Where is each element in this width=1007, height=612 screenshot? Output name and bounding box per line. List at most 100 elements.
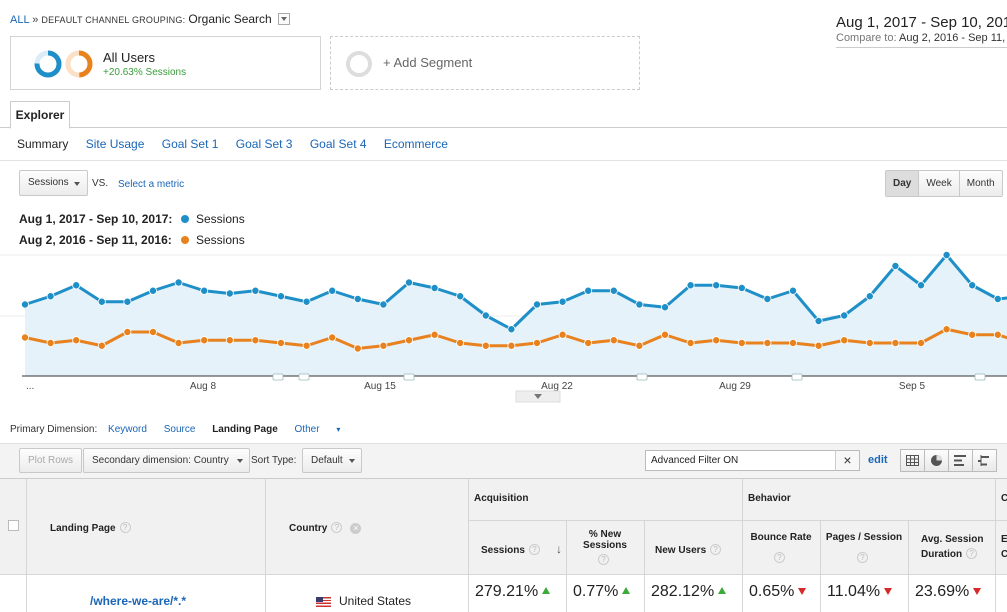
help-icon[interactable]: ? bbox=[528, 544, 540, 555]
new-sessions-header[interactable]: % New Sessions ? bbox=[567, 521, 645, 575]
data-point-current bbox=[891, 261, 900, 270]
chevron-down-icon bbox=[534, 394, 542, 399]
subtab-ecommerce[interactable]: Ecommerce bbox=[383, 137, 448, 151]
subtab-goal-set-4[interactable]: Goal Set 4 bbox=[309, 137, 367, 151]
dimension-keyword-link[interactable]: Keyword bbox=[108, 424, 147, 435]
select-metric-link[interactable]: Select a metric bbox=[118, 179, 185, 190]
data-point-previous bbox=[686, 339, 695, 348]
help-icon[interactable]: ? bbox=[331, 522, 343, 533]
annotation-marker-icon bbox=[636, 373, 648, 381]
data-point-previous bbox=[353, 344, 362, 353]
landing-page-header[interactable]: Landing Page? bbox=[27, 479, 266, 575]
data-point-current bbox=[456, 292, 465, 301]
data-point-current bbox=[430, 284, 439, 293]
sort-type-dropdown[interactable]: Default bbox=[302, 448, 362, 473]
breadcrumb-dropdown-icon[interactable] bbox=[277, 13, 290, 25]
ecommerce-header[interactable]: E C bbox=[996, 521, 1007, 575]
dimension-other-dropdown[interactable]: Other ▾ bbox=[295, 424, 355, 435]
bounce-rate-value: 0.65% bbox=[749, 583, 807, 601]
x-tick-label: Aug 15 bbox=[364, 381, 396, 392]
sessions-header[interactable]: Sessions? ↓ bbox=[469, 521, 567, 575]
comparison-view-icon[interactable] bbox=[972, 449, 997, 472]
help-icon[interactable]: ? bbox=[119, 522, 131, 533]
avg-duration-header[interactable]: Avg. Session Duration? bbox=[909, 521, 996, 575]
data-point-previous bbox=[558, 330, 567, 339]
data-point-current bbox=[302, 297, 311, 306]
tab-explorer[interactable]: Explorer bbox=[10, 101, 70, 129]
breadcrumb-separator: » bbox=[32, 14, 39, 26]
data-point-current bbox=[584, 286, 593, 295]
data-point-previous bbox=[481, 341, 490, 350]
segment-change: +20.63% Sessions bbox=[103, 67, 187, 78]
avg-duration-header-label: Avg. Session Duration? bbox=[921, 534, 984, 560]
granularity-month-button[interactable]: Month bbox=[959, 171, 1002, 196]
breadcrumb-value: Organic Search bbox=[188, 12, 272, 26]
annotation-marker-icon bbox=[403, 373, 415, 381]
bounce-rate-header[interactable]: Bounce Rate ? bbox=[743, 521, 821, 575]
legend-row-current: Aug 1, 2017 - Sep 10, 2017: Sessions bbox=[19, 212, 245, 226]
sort-descending-icon[interactable]: ↓ bbox=[556, 542, 562, 556]
performance-view-icon[interactable] bbox=[948, 449, 973, 472]
subtab-site-usage[interactable]: Site Usage bbox=[85, 137, 145, 151]
plot-rows-button[interactable]: Plot Rows bbox=[19, 448, 83, 473]
sessions-value: 279.21% bbox=[475, 583, 551, 601]
secondary-dimension-label: Secondary dimension: Country bbox=[92, 455, 229, 466]
help-icon[interactable]: ? bbox=[966, 548, 978, 559]
select-all-header bbox=[0, 479, 27, 575]
sessions-header-label: Sessions? bbox=[481, 544, 540, 556]
data-point-current bbox=[251, 286, 260, 295]
data-point-current bbox=[558, 297, 567, 306]
segment-all-users[interactable]: All Users +20.63% Sessions bbox=[10, 36, 321, 90]
landing-page-link[interactable]: /where-we-are/*.* bbox=[90, 594, 187, 608]
data-point-previous bbox=[174, 339, 183, 348]
remove-dimension-icon[interactable]: × bbox=[350, 523, 362, 534]
data-point-current bbox=[840, 311, 849, 320]
data-point-previous bbox=[865, 339, 874, 348]
help-icon[interactable]: ? bbox=[774, 552, 785, 563]
data-point-previous bbox=[302, 341, 311, 350]
legend-row-previous: Aug 2, 2016 - Sep 11, 2016: Sessions bbox=[19, 233, 245, 247]
granularity-week-button[interactable]: Week bbox=[919, 171, 960, 196]
subtab-summary[interactable]: Summary bbox=[17, 137, 69, 151]
date-range-picker[interactable]: Aug 1, 2017 - Sep 10, 2017 bbox=[836, 14, 1007, 31]
subtab-goal-set-3[interactable]: Goal Set 3 bbox=[235, 137, 293, 151]
dimension-source-link[interactable]: Source bbox=[163, 424, 196, 435]
data-point-previous bbox=[379, 341, 388, 350]
data-point-current bbox=[46, 292, 55, 301]
new-sessions-value: 0.77% bbox=[573, 583, 631, 601]
new-users-header[interactable]: New Users? bbox=[645, 521, 743, 575]
advanced-filter-input[interactable]: Advanced Filter ON bbox=[645, 450, 860, 471]
pie-view-icon[interactable] bbox=[924, 449, 949, 472]
legend-dot-icon bbox=[181, 215, 189, 223]
breadcrumb-all-link[interactable]: ALL bbox=[10, 14, 30, 26]
sessions-line-chart[interactable]: ... Aug 8 Aug 15 Aug 22 Aug 29 Sep 5 bbox=[0, 245, 1007, 405]
data-point-current bbox=[661, 303, 670, 312]
help-icon[interactable]: ? bbox=[598, 554, 609, 565]
arrow-down-icon bbox=[798, 588, 807, 595]
select-all-checkbox[interactable] bbox=[8, 520, 19, 531]
us-flag-icon bbox=[316, 597, 331, 607]
granularity-day-button[interactable]: Day bbox=[886, 171, 920, 196]
data-point-current bbox=[968, 281, 977, 290]
help-icon[interactable]: ? bbox=[857, 552, 868, 563]
data-point-previous bbox=[917, 339, 926, 348]
sessions-cell: 279.21% bbox=[469, 575, 567, 612]
arrow-up-icon bbox=[542, 587, 551, 594]
country-header[interactable]: Country? × bbox=[266, 479, 469, 575]
new-users-value: 282.12% bbox=[651, 583, 727, 601]
primary-dimension-bar: Primary Dimension: Keyword Source Landin… bbox=[10, 424, 368, 435]
help-icon[interactable]: ? bbox=[710, 544, 722, 555]
secondary-dimension-dropdown[interactable]: Secondary dimension: Country bbox=[83, 448, 250, 473]
subtab-goal-set-1[interactable]: Goal Set 1 bbox=[161, 137, 219, 151]
pages-session-header[interactable]: Pages / Session ? bbox=[821, 521, 909, 575]
add-segment-button[interactable]: + Add Segment bbox=[330, 36, 640, 90]
data-point-previous bbox=[507, 341, 516, 350]
dimension-landing-page[interactable]: Landing Page bbox=[212, 424, 278, 435]
data-point-previous bbox=[712, 336, 721, 345]
edit-filter-link[interactable]: edit bbox=[868, 454, 888, 466]
metric-dropdown[interactable]: Sessions bbox=[19, 170, 88, 196]
data-point-previous bbox=[97, 341, 106, 350]
data-point-previous bbox=[533, 339, 542, 348]
grid-view-icon[interactable] bbox=[900, 449, 925, 472]
clear-filter-button[interactable]: × bbox=[835, 450, 860, 471]
